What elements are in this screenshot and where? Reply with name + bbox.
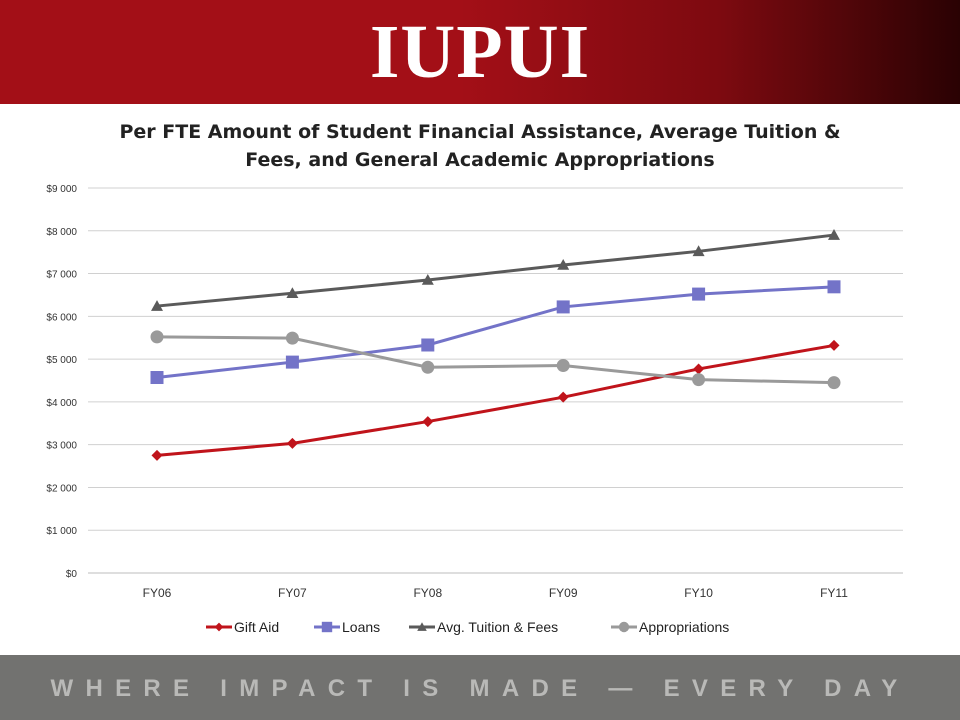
series-avg-tuition-fees [151,229,840,311]
data-point-square [321,621,333,633]
data-point-circle [150,330,164,344]
x-tick-label: FY06 [143,586,172,600]
data-point-circle [827,376,841,390]
y-tick-label: $6 000 [46,312,77,323]
legend-label: Avg. Tuition & Fees [437,619,558,635]
x-tick-label: FY09 [549,586,578,600]
footer-banner [0,655,960,720]
series-line [156,285,835,379]
y-tick-label: $1 000 [46,526,77,537]
data-point-square [827,280,841,294]
series-line [156,343,835,457]
data-point-diamond [214,622,224,632]
data-point-diamond [828,339,840,351]
legend-entry: Avg. Tuition & Fees [409,619,558,635]
y-tick-label: $2 000 [46,483,77,494]
series-loans [150,280,841,385]
iupui-logo: IUPUI [369,10,591,94]
data-point-circle [285,331,299,345]
chart-title-line-2: Fees, and General Academic Appropriation… [245,149,715,171]
data-point-triangle [151,300,163,311]
x-tick-label: FY07 [278,586,307,600]
data-point-diamond [557,391,569,403]
legend-label: Appropriations [639,619,729,635]
x-tick-label: FY11 [820,586,848,600]
series-gift-aid [151,339,840,461]
data-point-square [421,338,435,352]
x-tick-label: FY08 [413,586,442,600]
y-tick-label: $9 000 [46,184,77,195]
series-line [156,335,835,385]
legend-label: Loans [342,619,380,635]
chart-title: Per FTE Amount of Student Financial Assi… [80,118,880,174]
data-point-diamond [286,437,298,449]
data-point-diamond [422,416,434,428]
legend-entry: Loans [314,619,380,635]
data-point-circle [556,359,570,373]
data-point-triangle [286,287,299,299]
data-point-circle [618,621,630,633]
x-tick-label: FY10 [684,586,713,600]
data-point-circle [692,373,706,387]
y-tick-label: $3 000 [46,441,77,452]
data-point-circle [421,360,435,374]
y-tick-label: $7 000 [46,270,77,281]
data-point-triangle [557,259,570,270]
header-banner: IUPUI [0,0,960,104]
data-point-triangle [421,273,434,285]
series-appropriations [150,330,841,390]
data-point-square [150,371,164,385]
footer-tagline: WHERE IMPACT IS MADE — EVERY DAY [50,675,910,702]
y-tick-label: $4 000 [46,398,77,409]
data-point-diamond [693,363,705,375]
chart-title-line-1: Per FTE Amount of Student Financial Assi… [119,121,841,143]
y-tick-label: $8 000 [46,227,77,238]
series-line [156,233,835,308]
data-point-square [556,300,570,314]
data-point-diamond [151,449,163,461]
legend-entry: Gift Aid [206,619,279,635]
data-point-square [285,355,299,369]
data-point-triangle [692,245,705,257]
y-tick-label: $0 [66,569,78,580]
legend-entry: Appropriations [611,619,729,635]
line-chart: $0 $1 000 $2 000 $3 000 $4 000 $5 000 $6 000 $7… [46,184,903,635]
data-point-triangle [828,229,840,240]
data-point-triangle [417,622,427,631]
y-tick-label: $5 000 [46,355,77,366]
legend-label: Gift Aid [234,619,279,635]
data-point-square [692,287,706,301]
